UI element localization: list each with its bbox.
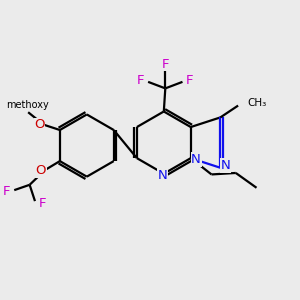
- Text: N: N: [158, 169, 167, 182]
- Text: F: F: [39, 197, 46, 210]
- Text: F: F: [161, 58, 169, 71]
- Text: F: F: [137, 74, 145, 87]
- Text: N: N: [221, 159, 230, 172]
- Text: F: F: [3, 185, 10, 198]
- Text: N: N: [191, 153, 201, 166]
- Text: O: O: [34, 118, 45, 131]
- Text: O: O: [35, 164, 46, 177]
- Text: methoxy: methoxy: [6, 100, 49, 110]
- Text: CH₃: CH₃: [248, 98, 267, 108]
- Text: F: F: [186, 74, 194, 87]
